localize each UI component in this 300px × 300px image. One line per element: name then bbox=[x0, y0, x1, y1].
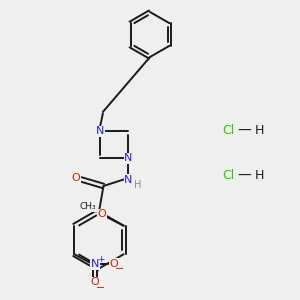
Text: Cl: Cl bbox=[222, 124, 234, 137]
Text: N: N bbox=[96, 126, 104, 136]
Text: H: H bbox=[255, 124, 264, 137]
Text: N: N bbox=[124, 153, 133, 164]
Text: H: H bbox=[255, 169, 264, 182]
Text: O: O bbox=[109, 259, 118, 269]
Text: O: O bbox=[98, 209, 106, 219]
Text: H: H bbox=[134, 180, 141, 190]
Text: O: O bbox=[71, 172, 80, 183]
Text: Cl: Cl bbox=[222, 169, 234, 182]
Text: N: N bbox=[124, 175, 133, 185]
Text: +: + bbox=[97, 255, 104, 264]
Text: −: − bbox=[96, 283, 105, 293]
Text: —: — bbox=[238, 169, 251, 182]
Text: CH₃: CH₃ bbox=[80, 202, 96, 211]
Text: O: O bbox=[90, 278, 99, 287]
Text: —: — bbox=[238, 124, 251, 137]
Text: N: N bbox=[91, 259, 99, 269]
Text: −: − bbox=[115, 264, 124, 274]
